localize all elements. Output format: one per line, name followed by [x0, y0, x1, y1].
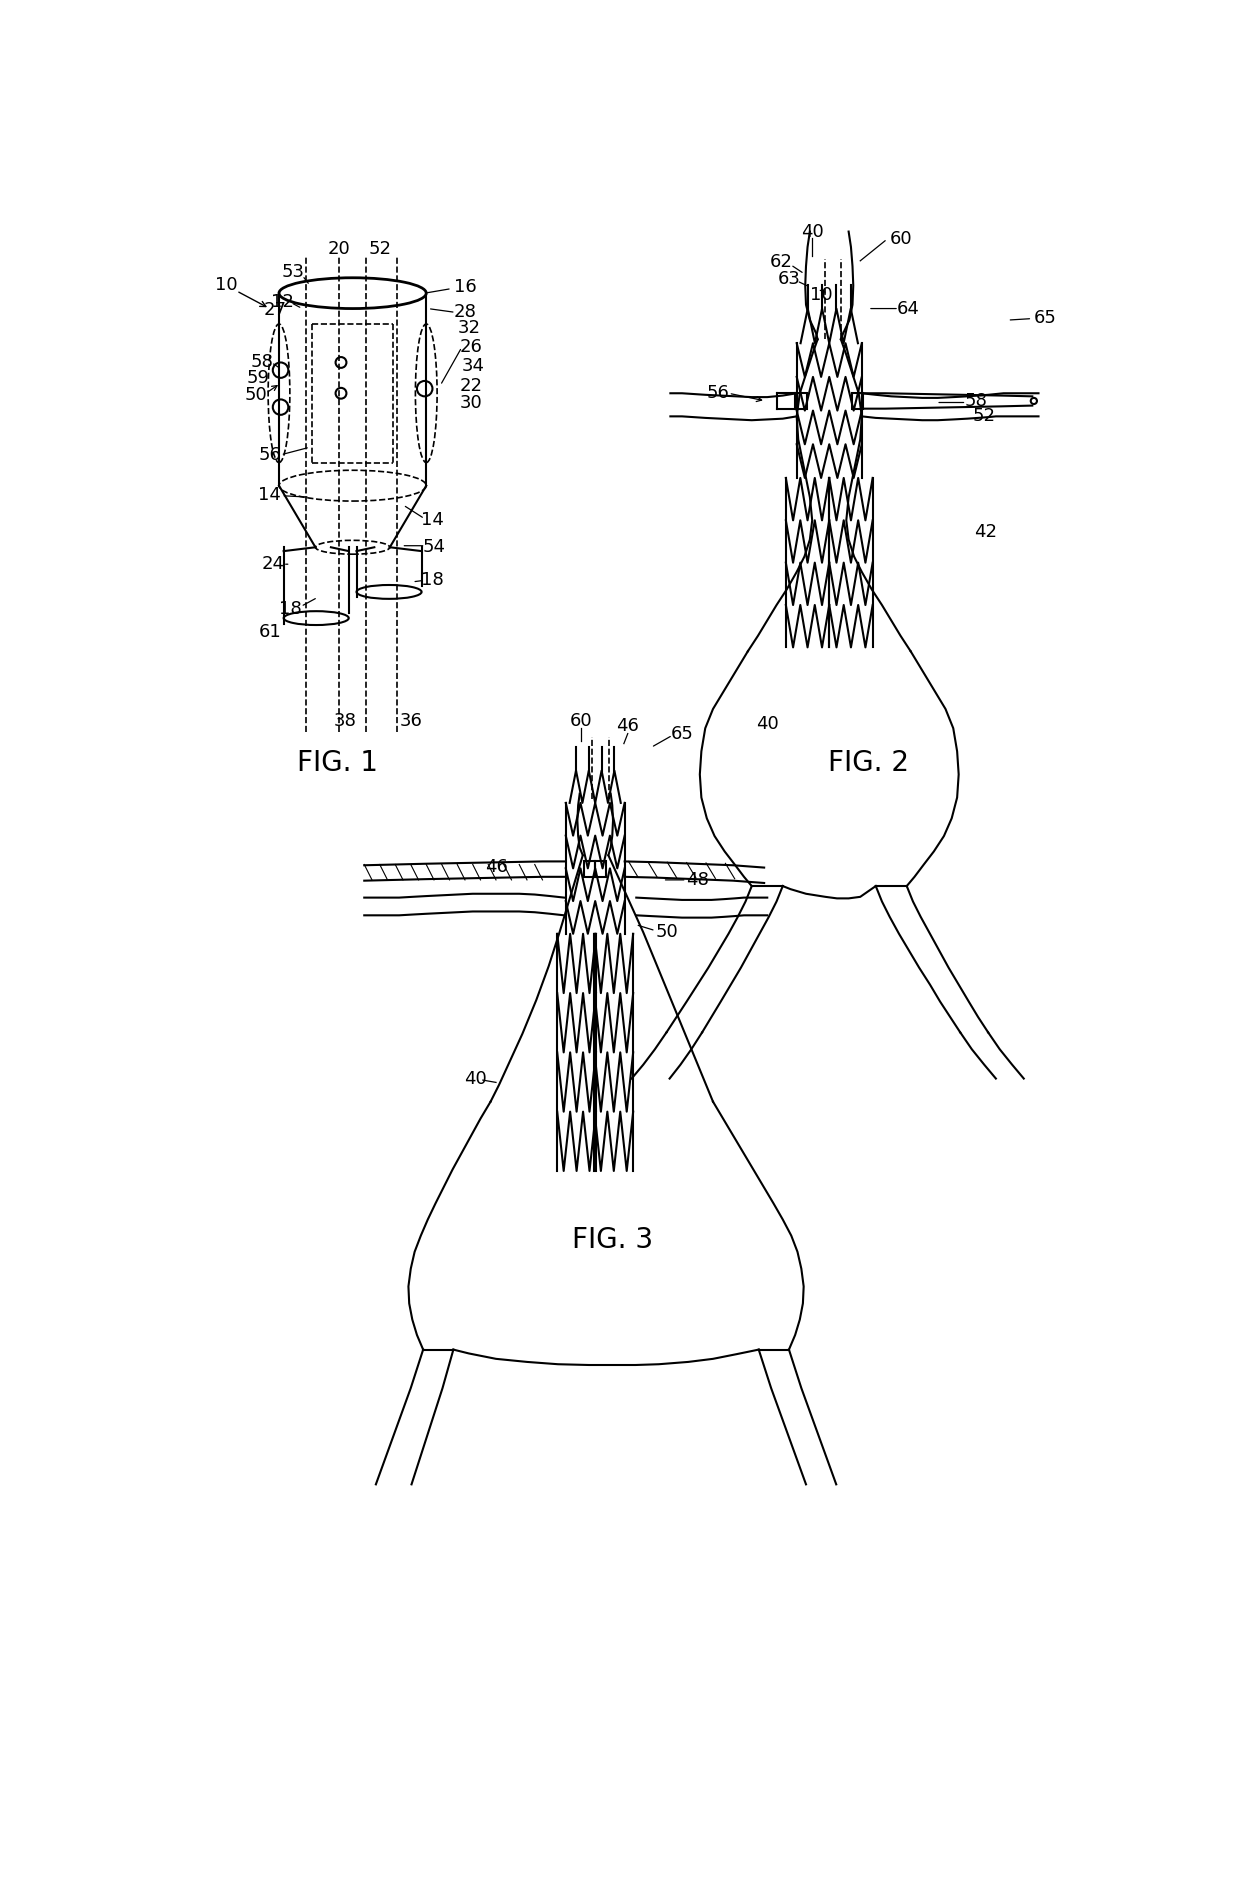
Text: 54: 54 [423, 539, 445, 556]
Text: 14: 14 [258, 486, 281, 505]
Text: 26: 26 [460, 339, 482, 356]
Text: 10: 10 [810, 286, 833, 305]
Text: 59: 59 [247, 369, 269, 387]
Text: 42: 42 [975, 524, 997, 541]
Text: 16: 16 [454, 278, 476, 295]
Text: 32: 32 [458, 318, 480, 337]
Text: 65: 65 [671, 725, 693, 743]
Text: 50: 50 [655, 923, 678, 941]
Text: FIG. 2: FIG. 2 [827, 748, 909, 777]
Text: 22: 22 [460, 377, 482, 394]
Text: 18: 18 [422, 571, 444, 588]
Text: 63: 63 [777, 270, 800, 288]
Text: 28: 28 [454, 303, 476, 322]
Text: 10: 10 [215, 276, 238, 295]
Text: 65: 65 [1033, 308, 1056, 327]
Text: 34: 34 [461, 358, 485, 375]
Text: 12: 12 [272, 293, 294, 312]
Text: 27: 27 [264, 301, 286, 320]
Text: 52: 52 [972, 407, 996, 425]
Text: 58: 58 [965, 392, 988, 409]
Text: 14: 14 [422, 512, 444, 529]
Text: 38: 38 [334, 712, 356, 729]
Text: 50: 50 [244, 387, 267, 404]
Text: 56: 56 [707, 385, 729, 402]
Text: 53: 53 [281, 263, 305, 280]
Text: 56: 56 [258, 446, 281, 465]
Text: 64: 64 [897, 299, 920, 318]
Text: 40: 40 [464, 1070, 486, 1087]
Text: 40: 40 [756, 716, 779, 733]
Text: 36: 36 [399, 712, 422, 729]
Text: 61: 61 [258, 623, 281, 642]
Text: 20: 20 [327, 240, 350, 257]
Bar [795, 394, 807, 409]
Text: 18: 18 [279, 600, 303, 619]
Text: 46: 46 [616, 718, 639, 735]
Bar [584, 861, 595, 878]
Text: 46: 46 [485, 859, 507, 876]
Text: 40: 40 [801, 223, 823, 240]
Text: 58: 58 [250, 354, 273, 371]
Text: 60: 60 [890, 230, 913, 248]
Text: 52: 52 [368, 240, 392, 257]
Text: 30: 30 [460, 394, 482, 411]
Text: FIG. 1: FIG. 1 [296, 748, 378, 777]
Text: 24: 24 [262, 556, 284, 573]
Bar [852, 394, 863, 409]
Text: 48: 48 [686, 870, 709, 889]
Text: 60: 60 [570, 712, 593, 729]
Bar [595, 861, 606, 878]
Text: FIG. 3: FIG. 3 [572, 1226, 652, 1255]
Text: 62: 62 [770, 253, 792, 272]
